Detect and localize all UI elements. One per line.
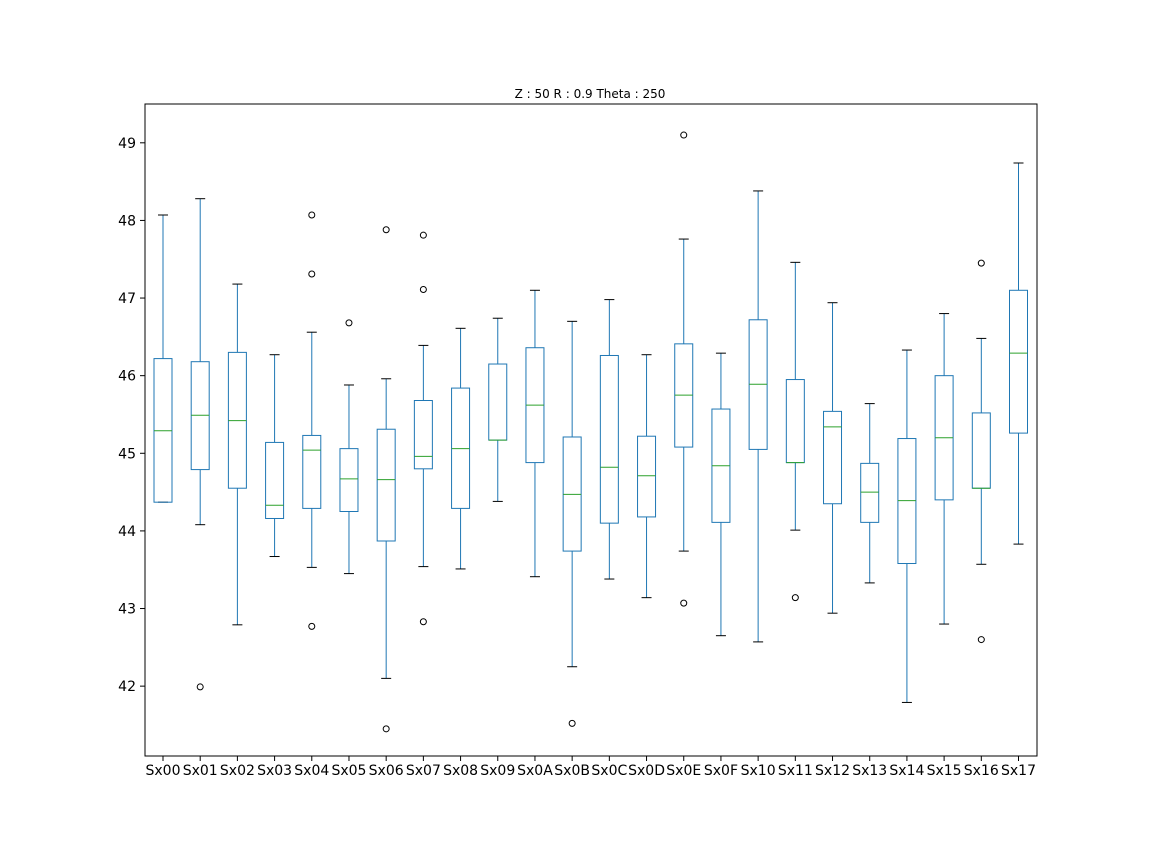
x-tick-label: Sx05 xyxy=(331,763,366,779)
iqr-box xyxy=(376,428,396,542)
x-tick-label: Sx0C xyxy=(591,763,627,779)
x-tick-label: Sx07 xyxy=(406,763,441,779)
iqr-box xyxy=(971,412,991,489)
x-tick-label: Sx12 xyxy=(815,763,850,779)
x-tick-label: Sx16 xyxy=(964,763,999,779)
outlier-point xyxy=(419,618,427,626)
outlier-point xyxy=(680,599,688,607)
y-tick-label: 49 xyxy=(118,136,136,152)
box-sx11 xyxy=(785,261,805,602)
box-sx15 xyxy=(934,313,954,625)
x-tick-label: Sx10 xyxy=(741,763,776,779)
box-sx06 xyxy=(376,226,396,733)
box-sx0b xyxy=(562,320,582,727)
box-sx02 xyxy=(227,283,247,626)
x-tick-label: Sx09 xyxy=(480,763,515,779)
iqr-box xyxy=(637,435,657,518)
outlier-point xyxy=(419,231,427,239)
x-tick-label: Sx13 xyxy=(852,763,887,779)
x-tick-label: Sx0D xyxy=(628,763,665,779)
box-sx12 xyxy=(823,302,843,614)
x-tick-label: Sx03 xyxy=(257,763,292,779)
outlier-point xyxy=(977,259,985,267)
axes-frame xyxy=(144,103,1038,757)
y-tick-label: 42 xyxy=(118,679,136,695)
y-tick-label: 43 xyxy=(118,602,136,618)
outlier-point xyxy=(568,719,576,727)
x-tick-label: Sx0A xyxy=(517,763,553,779)
box-sx04 xyxy=(302,211,322,630)
x-tick-label: Sx14 xyxy=(889,763,924,779)
outlier-point xyxy=(196,683,204,691)
iqr-box xyxy=(488,363,508,441)
box-sx14 xyxy=(897,349,917,703)
outlier-point xyxy=(308,622,316,630)
x-tick-label: Sx17 xyxy=(1001,763,1036,779)
chart-title: Z : 50 R : 0.9 Theta : 250 xyxy=(515,87,666,101)
outlier-point xyxy=(308,270,316,278)
iqr-box xyxy=(339,448,359,512)
box-sx0f xyxy=(711,352,731,637)
box-sx09 xyxy=(488,317,508,502)
x-tick-label: Sx0F xyxy=(704,763,738,779)
y-tick-label: 47 xyxy=(118,291,136,307)
outlier-point xyxy=(791,594,799,602)
y-tick-label: 45 xyxy=(118,446,136,462)
x-tick-label: Sx08 xyxy=(443,763,478,779)
box-sx16 xyxy=(971,259,991,644)
iqr-box xyxy=(599,354,619,524)
box-sx01 xyxy=(190,198,210,691)
box-sx03 xyxy=(265,354,285,558)
x-tick-label: Sx0B xyxy=(554,763,590,779)
outlier-point xyxy=(680,131,688,139)
x-tick-label: Sx06 xyxy=(369,763,404,779)
outlier-point xyxy=(419,286,427,294)
box-sx00 xyxy=(153,214,173,503)
iqr-box xyxy=(860,462,880,523)
x-tick-label: Sx15 xyxy=(927,763,962,779)
outlier-point xyxy=(382,226,390,234)
outlier-point xyxy=(308,211,316,219)
box-sx17 xyxy=(1009,162,1028,545)
iqr-box xyxy=(265,441,285,519)
iqr-box xyxy=(302,434,322,509)
box-sx0e xyxy=(674,131,694,607)
x-tick-label: Sx04 xyxy=(294,763,329,779)
box-sx10 xyxy=(748,190,768,643)
outlier-point xyxy=(382,725,390,733)
x-tick-label: Sx00 xyxy=(146,763,181,779)
iqr-box xyxy=(823,410,843,505)
box-sx07 xyxy=(413,231,433,626)
box-sx0a xyxy=(525,289,545,578)
box-sx0c xyxy=(599,299,619,580)
outlier-point xyxy=(345,319,353,327)
iqr-box xyxy=(1009,289,1028,434)
x-tick-label: Sx0E xyxy=(666,763,701,779)
iqr-box xyxy=(413,400,433,470)
y-tick-label: 46 xyxy=(118,369,136,385)
x-tick-label: Sx02 xyxy=(220,763,255,779)
outlier-point xyxy=(977,636,985,644)
y-tick-label: 48 xyxy=(118,213,136,229)
plot-area xyxy=(153,131,1028,733)
x-tick-label: Sx01 xyxy=(183,763,218,779)
box-sx0d xyxy=(637,354,657,599)
iqr-box xyxy=(785,379,805,464)
y-tick-label: 44 xyxy=(118,524,136,540)
box-sx05 xyxy=(339,319,359,575)
box-sx08 xyxy=(451,327,471,570)
box-sx13 xyxy=(860,403,880,584)
x-tick-label: Sx11 xyxy=(778,763,813,779)
